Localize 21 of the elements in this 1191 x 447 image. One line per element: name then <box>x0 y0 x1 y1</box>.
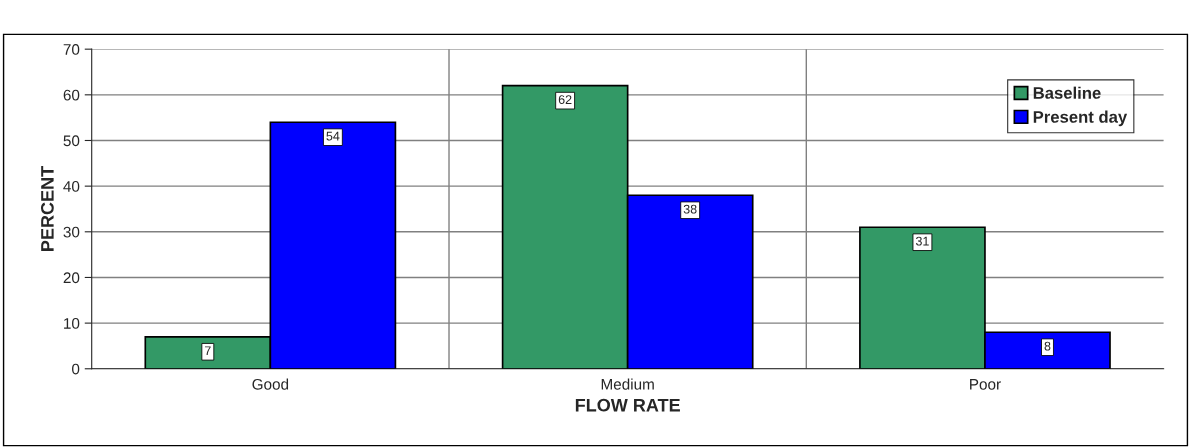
y-tick-label: 40 <box>63 181 80 192</box>
data-label: 7 <box>204 346 211 355</box>
data-label: 62 <box>558 95 572 105</box>
y-axis-title: PERCENT <box>41 166 54 251</box>
data-label: 31 <box>915 236 929 246</box>
x-tick-label: Medium <box>601 378 654 390</box>
y-tick-label: 30 <box>63 226 80 238</box>
y-tick-label: 70 <box>63 44 80 55</box>
data-label: 8 <box>1044 341 1051 351</box>
y-tick-label: 10 <box>64 317 80 329</box>
y-tick-label: 0 <box>72 363 80 375</box>
x-axis-title: FLOW RATE <box>575 398 680 412</box>
y-tick-label: 50 <box>63 135 80 147</box>
y-tick-label: 20 <box>63 272 80 284</box>
data-label: 54 <box>326 131 340 141</box>
y-tick-label: 60 <box>63 89 80 101</box>
x-tick-label: Poor <box>970 379 1001 390</box>
x-tick-label: Good <box>252 378 289 390</box>
data-label: 38 <box>683 204 697 214</box>
legend-label: Present day <box>1033 110 1128 127</box>
legend-label: Baseline <box>1033 86 1101 99</box>
